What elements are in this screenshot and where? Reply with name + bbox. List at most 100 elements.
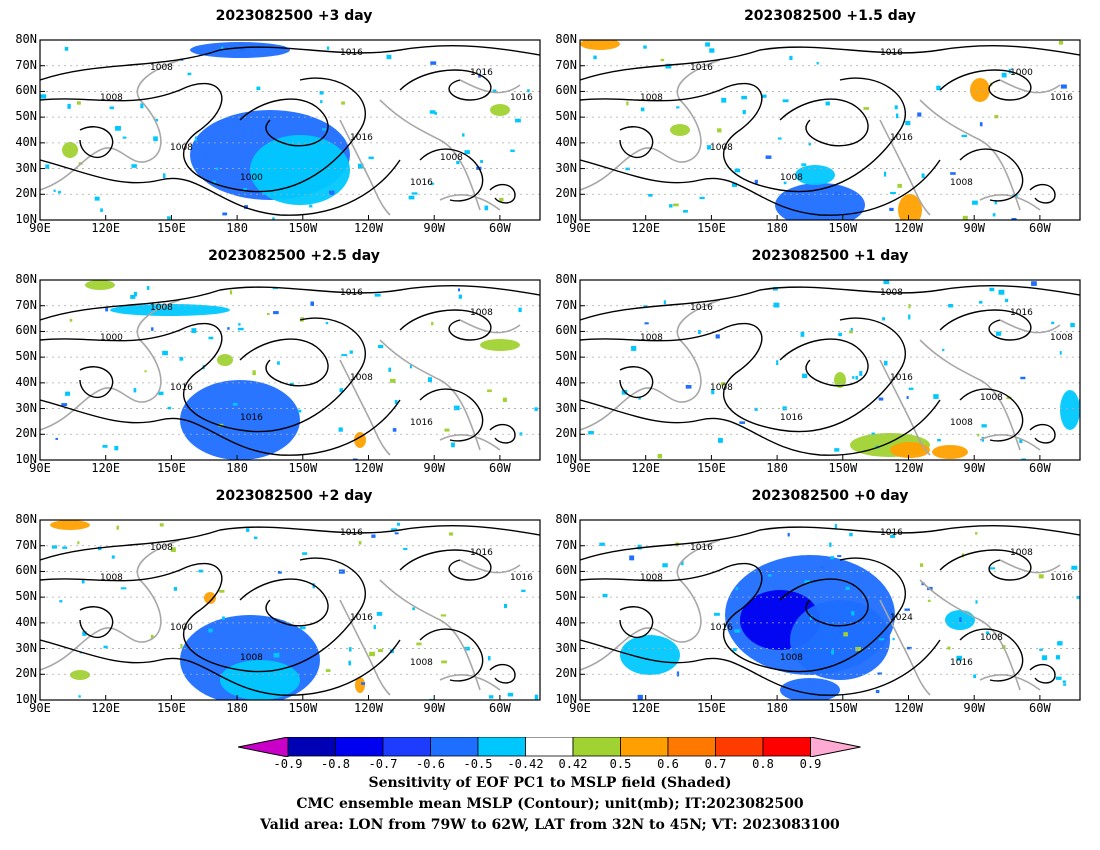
lat-tick-label: 60N: [555, 563, 577, 578]
contour-label-0: 1008: [150, 63, 173, 73]
contour-label-3: 1008: [170, 143, 193, 153]
lon-tick-label: 120E: [91, 221, 121, 235]
colorbar-tick-label: 0.5: [609, 757, 632, 771]
lat-tick-label: 30N: [15, 640, 37, 655]
lon-tick-label: 120W: [894, 221, 923, 235]
lat-tick-label: 80N: [555, 512, 577, 526]
lat-tick-label: 50N: [15, 109, 37, 124]
mslp-contour-0: [40, 45, 540, 81]
contour-label-3: 1000: [170, 623, 193, 633]
mslp-contour-3: [399, 309, 492, 341]
colorbar-tick-label: 0.6: [657, 757, 679, 771]
shade-region-1: [890, 442, 930, 458]
mslp-contour-3: [939, 549, 1032, 581]
lon-tick-label: 120E: [631, 221, 661, 235]
shade-region-4: [62, 142, 78, 158]
lat-tick-label: 30N: [15, 160, 37, 175]
lat-tick-label: 20N: [15, 666, 37, 681]
lat-tick-label: 80N: [15, 32, 37, 46]
contour-label-2: 1016: [1010, 308, 1033, 318]
mslp-contour-4: [239, 98, 329, 147]
shade-region-2: [898, 194, 922, 220]
panel-title-plus1-5: 2023082500 +1.5 day: [744, 8, 916, 24]
contour-label-7: 1000: [100, 333, 123, 343]
lat-tick-label: 20N: [555, 186, 577, 201]
shade-region-3: [780, 678, 840, 700]
contour-label-8: 1016: [1050, 93, 1073, 103]
mslp-contour-7: [1029, 423, 1056, 444]
shade-region-3: [490, 104, 510, 116]
mslp-contour-2: [580, 639, 941, 696]
colorbar-over-triangle: [810, 737, 861, 757]
shade-region-3: [834, 372, 846, 388]
shade-region-4: [1060, 390, 1080, 430]
mslp-contour-2: [580, 159, 941, 216]
lon-tick-label: 60W: [1029, 701, 1051, 715]
mslp-contour-0: [40, 525, 540, 561]
lat-tick-label: 60N: [555, 83, 577, 98]
lat-tick-label: 60N: [15, 83, 37, 98]
lon-tick-label: 90E: [569, 221, 591, 235]
lon-tick-label: 120W: [354, 221, 383, 235]
contour-label-9: 1008: [980, 633, 1003, 643]
contour-label-7: 1008: [100, 93, 123, 103]
map-frame: [39, 279, 541, 461]
lat-tick-label: 20N: [15, 186, 37, 201]
lon-tick-label: 180: [766, 221, 788, 235]
lat-tick-label: 30N: [555, 640, 577, 655]
contour-label-3: 1016: [710, 623, 733, 633]
mslp-contour-2: [40, 639, 401, 696]
colorbar-tick-label: -0.7: [368, 757, 398, 771]
lat-tick-label: 50N: [555, 109, 577, 124]
lon-tick-label: 150W: [828, 221, 858, 235]
lon-tick-label: 90E: [29, 221, 51, 235]
lat-tick-label: 40N: [15, 134, 37, 149]
map-frame: [579, 39, 1081, 221]
mslp-contour-6: [79, 366, 114, 399]
mslp-contour-4: [779, 98, 869, 147]
lat-tick-label: 40N: [555, 374, 577, 389]
mslp-contour-7: [1029, 183, 1056, 204]
colorbar-segment: [715, 737, 764, 757]
lat-tick-label: 10N: [555, 452, 577, 466]
lat-tick-label: 40N: [15, 614, 37, 629]
lon-tick-label: 60W: [1029, 461, 1051, 475]
shade-region-4: [355, 677, 365, 693]
lat-tick-label: 30N: [555, 400, 577, 415]
lon-tick-label: 150E: [696, 701, 726, 715]
lat-tick-label: 60N: [15, 323, 37, 338]
lon-tick-label: 180: [766, 701, 788, 715]
mslp-contour-4: [779, 338, 869, 387]
mslp-contour-4: [239, 578, 329, 627]
lon-tick-label: 90W: [963, 461, 986, 475]
colorbar-segment: [287, 737, 336, 757]
lat-tick-label: 50N: [15, 349, 37, 364]
colorbar-tick-label: -0.6: [416, 757, 445, 771]
colorbar-segment: [525, 737, 574, 757]
mslp-contour-1: [580, 77, 906, 193]
lon-tick-label: 120W: [894, 701, 923, 715]
lon-tick-label: 90E: [569, 461, 591, 475]
contour-label-0: 1016: [690, 543, 713, 553]
mslp-contour-2: [580, 399, 941, 456]
mslp-contour-7: [489, 423, 516, 444]
contour-label-0: 1016: [690, 303, 713, 313]
lat-tick-label: 60N: [15, 563, 37, 578]
map-panel-5: 1016 1016 1008 1016 1008 1024 1016 1008 1016 1008: [579, 519, 1081, 701]
mslp-contour-0: [580, 285, 1080, 321]
contour-label-2: 1008: [1010, 548, 1033, 558]
caption-line-1: Sensitivity of EOF PC1 to MSLP field (Sh…: [368, 775, 732, 791]
lon-tick-label: 90E: [29, 701, 51, 715]
mslp-contour-7: [1029, 663, 1056, 684]
lon-tick-label: 120W: [354, 461, 383, 475]
contour-label-9: 1008: [980, 393, 1003, 403]
lat-tick-label: 50N: [555, 589, 577, 604]
contour-label-4: 1008: [780, 653, 803, 663]
mslp-contour-0: [580, 45, 1080, 81]
contour-label-4: 1008: [240, 653, 263, 663]
map-frame: [579, 279, 1081, 461]
lon-tick-label: 150W: [288, 701, 318, 715]
mslp-contour-6: [619, 126, 654, 159]
mslp-contour-5: [959, 628, 1024, 682]
lon-tick-label: 90W: [423, 221, 446, 235]
